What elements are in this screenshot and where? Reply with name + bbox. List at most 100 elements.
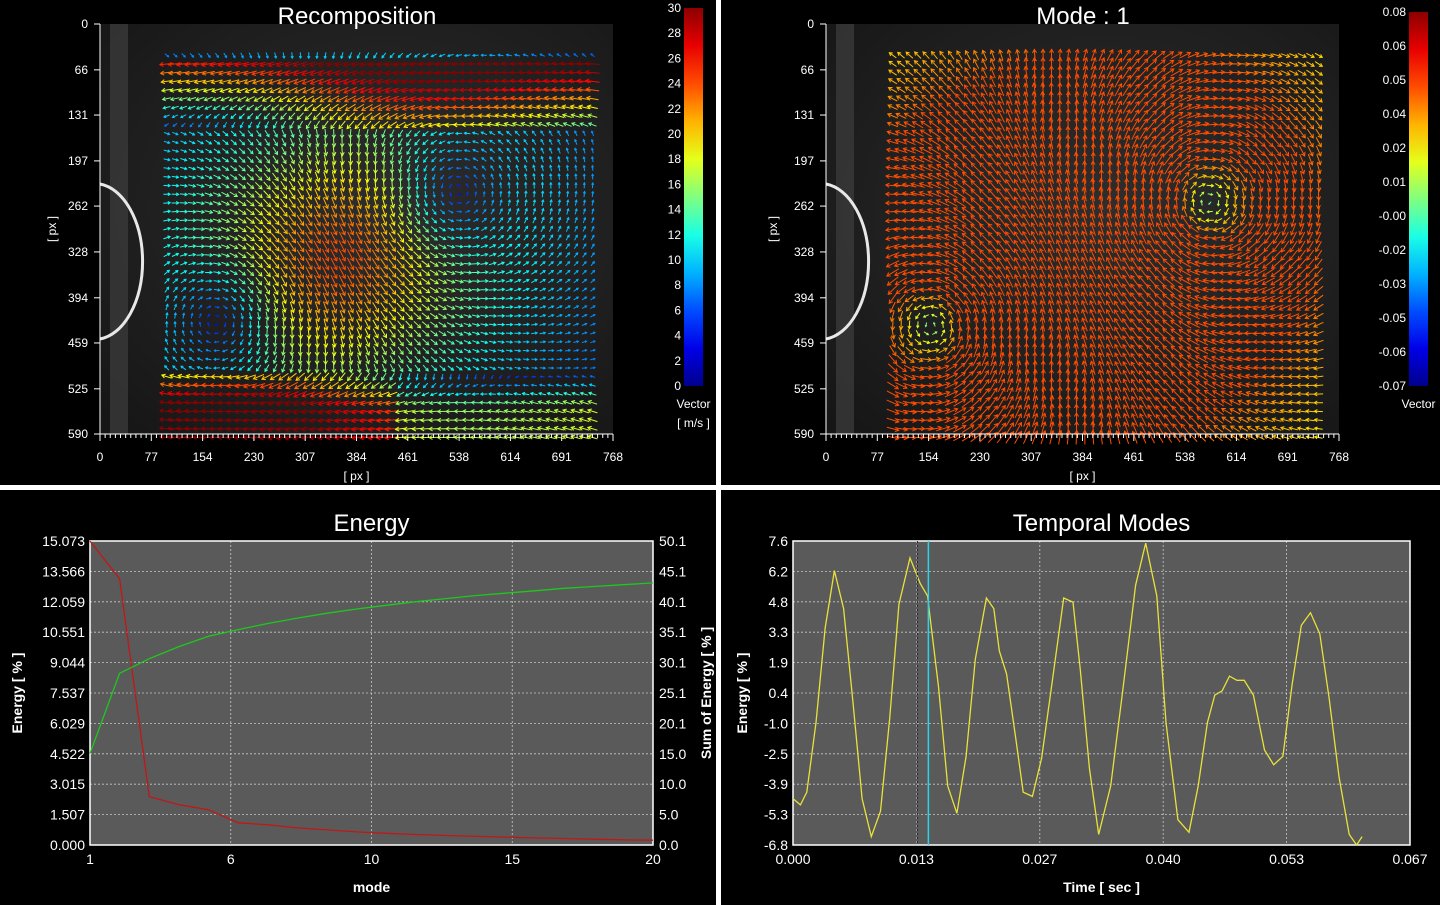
vector-arrow — [1274, 170, 1281, 184]
vector-arrow — [503, 417, 514, 423]
vector-arrow — [1314, 103, 1323, 112]
vector-arrow — [421, 286, 431, 294]
vector-arrow — [409, 70, 425, 76]
vector-arrow — [288, 223, 297, 235]
vector-arrow — [901, 182, 917, 188]
vector-arrow — [515, 190, 520, 198]
vector-arrow — [363, 266, 371, 279]
vector-arrow — [348, 163, 354, 175]
vector-arrow — [410, 113, 424, 120]
vector-arrow — [396, 259, 405, 269]
vector-arrow — [1270, 391, 1283, 397]
vector-arrow — [926, 234, 942, 240]
vector-arrow — [1170, 311, 1183, 321]
vector-arrow — [980, 100, 989, 114]
vector-arrow — [927, 199, 942, 206]
vector-arrow — [938, 347, 948, 354]
vector-arrow — [395, 121, 406, 129]
vector-arrow — [1197, 432, 1207, 442]
vector-arrow — [180, 356, 187, 362]
vector-arrow — [988, 109, 997, 123]
vector-arrow — [578, 400, 589, 405]
vector-arrow — [1122, 317, 1131, 331]
vector-arrow — [1295, 322, 1308, 328]
vector-arrow — [454, 392, 463, 397]
vector-arrow — [1081, 265, 1089, 280]
vector-arrow — [1253, 382, 1266, 388]
vector-arrow — [565, 269, 571, 275]
vector-arrow — [1122, 386, 1130, 401]
vector-arrow — [362, 381, 372, 389]
vector-arrow — [938, 303, 947, 311]
vector-arrow — [1280, 78, 1291, 85]
vector-arrow — [1156, 161, 1164, 175]
vector-arrow — [888, 52, 897, 59]
vector-arrow — [1041, 377, 1047, 393]
vector-arrow — [944, 190, 958, 199]
vector-arrow — [1202, 338, 1217, 345]
vector-arrow — [179, 175, 188, 179]
vector-arrow — [272, 284, 279, 296]
vector-arrow — [446, 330, 456, 336]
vector-arrow — [923, 331, 930, 336]
vector-arrow — [305, 197, 313, 209]
vector-arrow — [1264, 154, 1273, 166]
vector-arrow — [1081, 203, 1088, 219]
vector-arrow — [426, 96, 441, 102]
vector-arrow — [329, 372, 338, 382]
vector-arrow — [197, 296, 204, 301]
vector-arrow — [1162, 94, 1175, 104]
vector-arrow — [167, 434, 183, 440]
vector-arrow — [246, 277, 254, 286]
vector-arrow — [1072, 238, 1080, 253]
vector-arrow — [279, 224, 288, 235]
mode-1-panel: 0 77 154 230 307 384 461 538 614 691 768 0 66 131 197 2… — [721, 0, 1440, 485]
vector-arrow — [210, 79, 223, 85]
vector-arrow — [167, 390, 183, 396]
vector-arrow — [1271, 399, 1282, 405]
vector-arrow — [465, 200, 470, 205]
vector-arrow — [1097, 291, 1106, 305]
vector-arrow — [539, 322, 547, 326]
vector-arrow — [996, 179, 1006, 192]
vector-arrow — [1114, 352, 1122, 366]
vector-arrow — [205, 288, 213, 292]
vector-arrow — [294, 95, 306, 102]
vector-arrow — [1074, 108, 1080, 124]
vector-arrow — [927, 146, 941, 155]
vector-arrow — [1108, 142, 1113, 158]
vector-arrow — [265, 302, 270, 313]
vector-arrow — [322, 292, 329, 306]
vector-arrow — [196, 201, 205, 206]
vector-arrow — [498, 374, 503, 380]
vector-arrow — [158, 390, 174, 396]
vector-arrow — [365, 188, 371, 201]
vector-arrow — [1064, 308, 1071, 323]
vector-arrow — [1082, 48, 1089, 62]
vector-arrow — [896, 60, 906, 68]
vector-arrow — [573, 366, 580, 370]
vector-arrow — [904, 355, 915, 363]
vector-arrow — [1288, 258, 1299, 270]
vector-arrow — [1131, 126, 1139, 140]
vector-arrow — [497, 261, 506, 266]
vector-arrow — [979, 170, 990, 183]
vector-arrow — [1170, 320, 1183, 329]
vector-arrow — [1081, 247, 1089, 262]
vector-arrow — [547, 53, 554, 57]
vector-arrow — [238, 173, 247, 181]
vector-arrow — [486, 434, 498, 440]
vector-arrow — [221, 253, 231, 258]
vector-arrow — [1072, 273, 1080, 288]
vector-arrow — [1039, 143, 1046, 158]
x-tick-label: 691 — [552, 450, 572, 464]
vector-arrow — [581, 357, 588, 361]
vector-arrow — [482, 182, 486, 189]
vector-arrow — [372, 137, 378, 148]
vector-arrow — [464, 166, 470, 170]
vector-arrow — [1122, 74, 1131, 88]
vector-arrow — [1123, 134, 1131, 149]
vector-arrow — [221, 244, 231, 249]
vector-arrow — [1163, 405, 1173, 418]
vector-arrow — [455, 244, 464, 249]
